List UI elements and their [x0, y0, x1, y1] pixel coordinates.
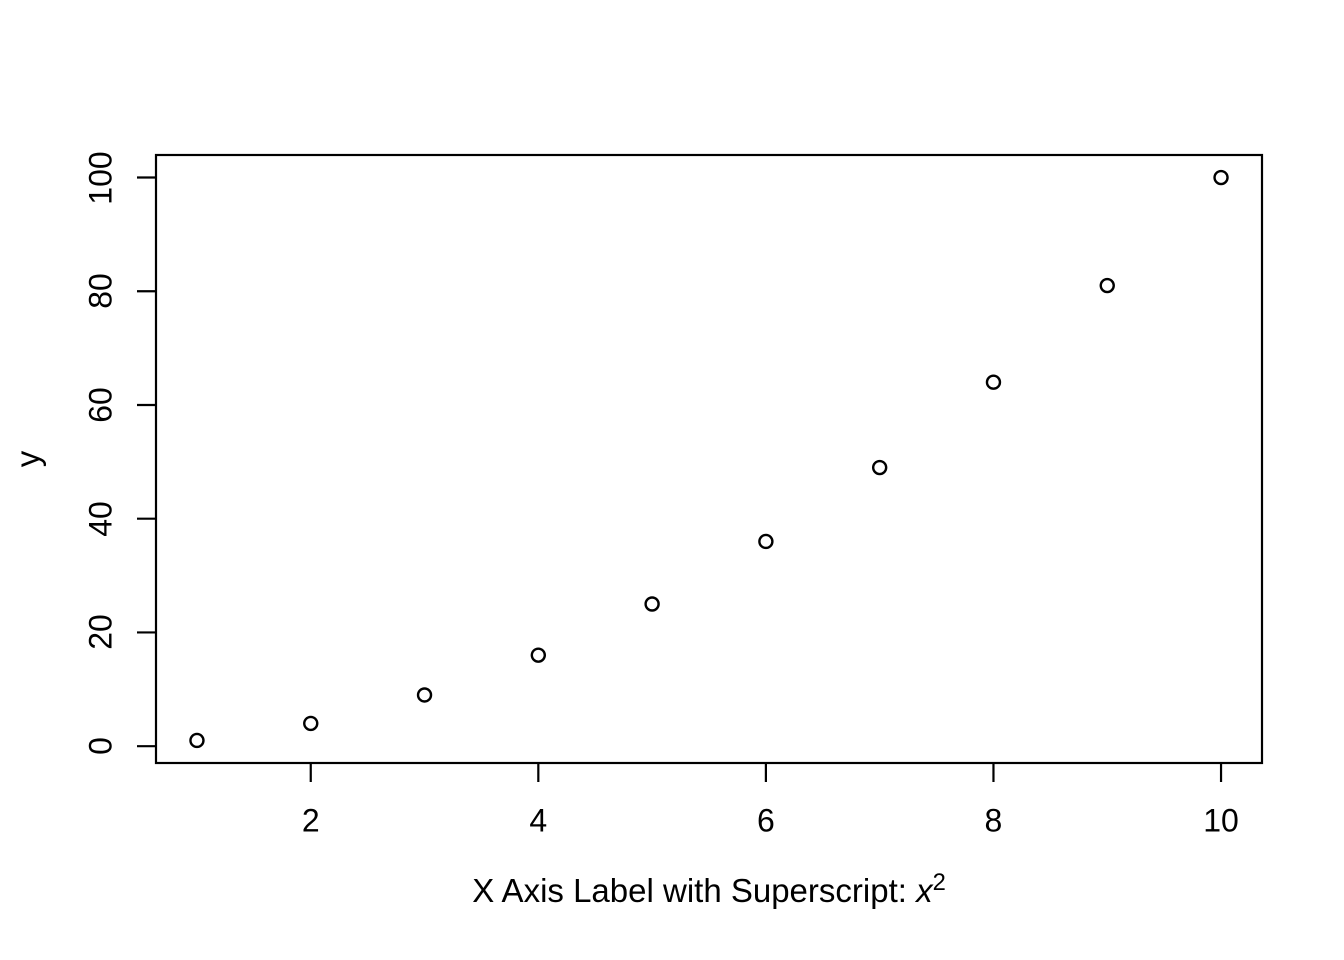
- data-point: [1099, 277, 1115, 294]
- data-point: [530, 647, 547, 663]
- y-axis-title-text: y: [9, 450, 46, 468]
- data-point: [189, 732, 205, 749]
- x-axis-title-superscript: 2: [932, 869, 946, 896]
- x-axis-title-text: X Axis Label with Superscript:: [472, 872, 917, 909]
- data-point: [758, 533, 774, 550]
- data-point: [303, 715, 319, 732]
- x-axis-title-variable: x: [916, 872, 933, 909]
- data-point: [644, 596, 660, 612]
- data-point: [1213, 169, 1229, 186]
- data-point: [871, 459, 888, 476]
- data-point: [985, 374, 1002, 390]
- data-point: [416, 687, 433, 703]
- plot-box: [154, 153, 1264, 765]
